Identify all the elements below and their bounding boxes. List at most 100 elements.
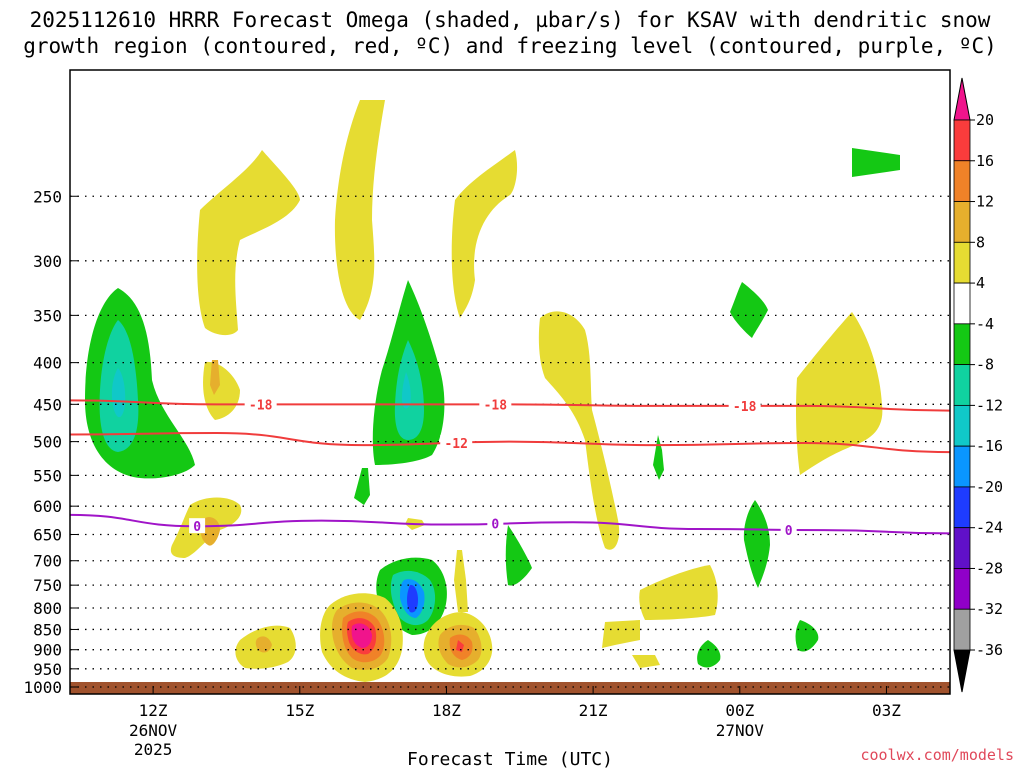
colorbar-block-8	[953, 445, 971, 488]
colorbar-label--28: -28	[976, 559, 1003, 577]
colorbar-label--24: -24	[976, 519, 1003, 537]
x-tick-label-21Z: 21Z	[579, 701, 608, 720]
y-tick-label-400: 400	[33, 354, 62, 373]
chart-title-line-1: 2025112610 HRRR Forecast Omega (shaded, …	[30, 8, 991, 32]
colorbar-top-triangle	[953, 77, 971, 121]
y-tick-label-700: 700	[33, 552, 62, 571]
omega-region-downward-low-4	[639, 565, 718, 620]
dgz-minus18-contour-label-bg	[479, 396, 512, 412]
omega-region-downward-east	[796, 312, 883, 475]
omega-region-upward-small-6	[852, 148, 900, 177]
freezing-level-contour-label: 0	[491, 518, 499, 533]
x-tick-label-03Z: 03Z	[872, 701, 901, 720]
x-tick-date-00Z: 27NOV	[716, 721, 765, 740]
y-tick-label-450: 450	[33, 395, 62, 414]
colorbar-block-9	[953, 486, 971, 529]
colorbar-block-5	[953, 323, 971, 366]
x-tick-year-12Z: 2025	[134, 740, 173, 759]
omega-region-upward-small-3	[653, 435, 664, 480]
colorbar-label-16: 16	[976, 152, 994, 170]
y-tick-label-950: 950	[33, 660, 62, 679]
omega-region-upward-mid-core2	[402, 372, 411, 409]
colorbar-block-10	[953, 527, 971, 569]
y-axis: 250 300 350 400 450 500 550 600 650 700 750 800 850 9…	[23, 187, 78, 697]
colorbar-label--36: -36	[976, 641, 1003, 659]
colorbar-block-0	[953, 119, 971, 162]
dgz-minus18-contour-label: -18	[484, 398, 508, 413]
omega-region-upward-small-4	[730, 282, 768, 338]
omega-region-downward-low-5	[602, 620, 640, 648]
y-tick-label-900: 900	[33, 641, 62, 660]
colorbar-block-12	[953, 608, 971, 651]
colorbar-label-12: 12	[976, 193, 994, 211]
credit-text: coolwx.com/models	[860, 746, 1014, 764]
x-tick-label-00Z: 00Z	[725, 701, 754, 720]
x-axis-label: Forecast Time (UTC)	[407, 749, 613, 768]
omega-region-downward-low-2-core	[456, 640, 464, 652]
ground-strip	[70, 682, 950, 694]
y-tick-label-250: 250	[33, 187, 62, 206]
y-tick-label-800: 800	[33, 599, 62, 618]
colorbar-block-3	[953, 241, 971, 284]
y-tick-label-350: 350	[33, 306, 62, 325]
omega-region-upward-low-core3	[407, 584, 418, 613]
y-tick-label-1000: 1000	[23, 678, 62, 697]
freezing-level-contour-label: 0	[193, 520, 201, 535]
omega-region-downward-low-3-core	[255, 636, 272, 653]
dgz-minus12-contour-label: -12	[444, 437, 467, 452]
colorbar-label--32: -32	[976, 600, 1003, 618]
freezing-level-contour-label-bg	[780, 521, 797, 537]
omega-region-downward-upper-1	[197, 150, 300, 336]
omega-region-downward-low-6	[632, 655, 660, 668]
y-tick-label-850: 850	[33, 620, 62, 639]
dgz-minus12-contour-label-bg	[440, 434, 473, 450]
omega-region-downward-upper-2	[334, 100, 385, 320]
dgz-minus18-contour-label: -18	[249, 398, 273, 413]
y-tick-label-500: 500	[33, 433, 62, 452]
colorbar-label--4: -4	[976, 315, 994, 333]
colorbar-label--16: -16	[976, 437, 1003, 455]
contour-lines: -18 -18 -18 -12 0 0 0	[70, 396, 950, 539]
omega-region-downward-upper-3	[451, 150, 518, 318]
freezing-level-contour-label-bg	[487, 515, 504, 531]
x-tick-label-18Z: 18Z	[432, 701, 461, 720]
omega-region-downward-low-1-core	[351, 623, 372, 648]
omega-region-upward-small-2	[505, 525, 532, 586]
colorbar-bottom-triangle	[953, 649, 971, 693]
y-tick-label-750: 750	[33, 576, 62, 595]
omega-region-downward-mid-right	[538, 311, 620, 550]
y-tick-label-600: 600	[33, 497, 62, 516]
plot-border	[69, 69, 951, 695]
dgz-minus18-contour-label-bg	[244, 396, 277, 412]
colorbar-block-11	[953, 568, 971, 610]
x-tick-date-12Z: 26NOV	[129, 721, 178, 740]
freezing-level-contour-label: 0	[785, 524, 793, 539]
colorbar-label--8: -8	[976, 356, 994, 374]
y-tick-label-650: 650	[33, 525, 62, 544]
chart-title-line-2: growth region (contoured, red, ºC) and f…	[23, 34, 997, 58]
colorbar-label-4: 4	[976, 274, 985, 292]
dgz-minus18-contour-label-bg	[728, 397, 761, 413]
colorbar-label-20: 20	[976, 111, 994, 129]
dgz-minus12-contour-line	[70, 432, 950, 454]
dgz-minus18-contour-label: -18	[733, 400, 757, 415]
colorbar-block-6	[953, 364, 971, 406]
colorbar-block-1	[953, 160, 971, 202]
omega-region-upward-small-5	[743, 500, 770, 588]
colorbar-label--12: -12	[976, 396, 1003, 414]
omega-region-upward-small-8	[795, 620, 819, 652]
colorbar: 20 16 12 8 4 -4 -8 -12 -16 -20 -24 -28 -32 -36	[953, 77, 1003, 693]
colorbar-label--20: -20	[976, 478, 1003, 496]
omega-region-downward-low-2-stem	[454, 550, 468, 612]
freezing-level-contour-label-bg	[189, 518, 206, 534]
colorbar-block-7	[953, 404, 971, 447]
colorbar-block-4	[953, 282, 971, 325]
x-tick-label-12Z: 12Z	[139, 701, 168, 720]
omega-region-downward-east-tiny	[210, 360, 220, 395]
colorbar-block-2	[953, 201, 971, 243]
x-tick-label-15Z: 15Z	[285, 701, 314, 720]
omega-region-downward-mid-1-core	[200, 517, 220, 546]
omega-shading	[85, 100, 900, 682]
